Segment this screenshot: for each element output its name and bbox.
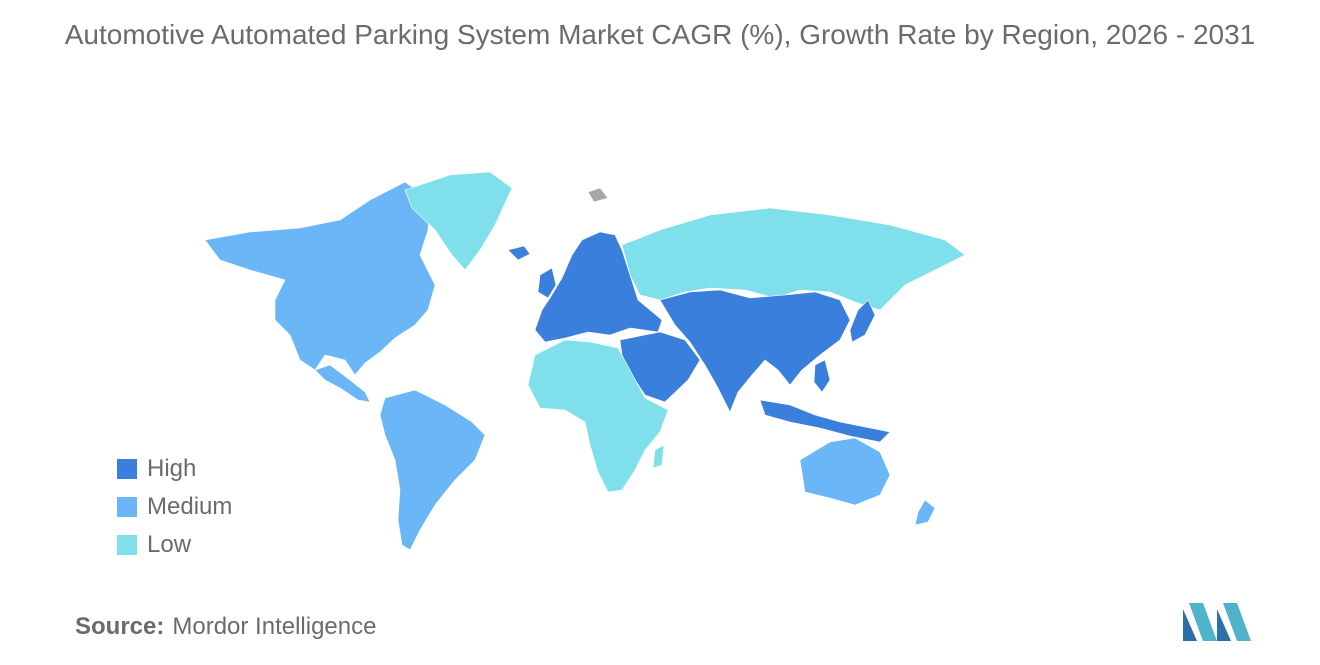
region-japan bbox=[849, 299, 876, 343]
legend-label-medium: Medium bbox=[147, 493, 233, 520]
region-australia bbox=[799, 437, 891, 506]
region-europe bbox=[534, 231, 663, 343]
region-southeast-asia-islands bbox=[759, 399, 891, 443]
world-map bbox=[204, 171, 966, 551]
legend-item-high: High bbox=[117, 450, 232, 488]
legend-item-low: Low bbox=[117, 526, 232, 564]
region-asia bbox=[659, 289, 851, 413]
legend-item-medium: Medium bbox=[117, 488, 232, 526]
region-greenland bbox=[404, 171, 513, 271]
map-legend: High Medium Low bbox=[117, 450, 232, 564]
region-north-america bbox=[204, 181, 436, 376]
region-africa bbox=[527, 339, 669, 493]
region-uk bbox=[537, 267, 557, 299]
region-central-america bbox=[314, 364, 371, 403]
legend-swatch-medium bbox=[117, 497, 137, 517]
source-label: Source: bbox=[75, 613, 165, 640]
region-madagascar bbox=[652, 444, 665, 469]
legend-label-low: Low bbox=[147, 531, 192, 558]
region-south-america bbox=[379, 389, 486, 551]
source-note: Source: Mordor Intelligence bbox=[75, 613, 376, 641]
mordor-intelligence-logo-icon bbox=[1183, 603, 1251, 641]
chart-title: Automotive Automated Parking System Mark… bbox=[64, 19, 1256, 50]
legend-label-high: High bbox=[147, 455, 197, 482]
region-philippines bbox=[813, 359, 831, 393]
region-arctic-no-data bbox=[587, 187, 609, 203]
region-iceland bbox=[507, 245, 531, 261]
legend-swatch-low bbox=[117, 535, 137, 555]
source-value: Mordor Intelligence bbox=[172, 613, 377, 640]
region-new-zealand bbox=[914, 499, 936, 526]
legend-swatch-high bbox=[117, 459, 137, 479]
